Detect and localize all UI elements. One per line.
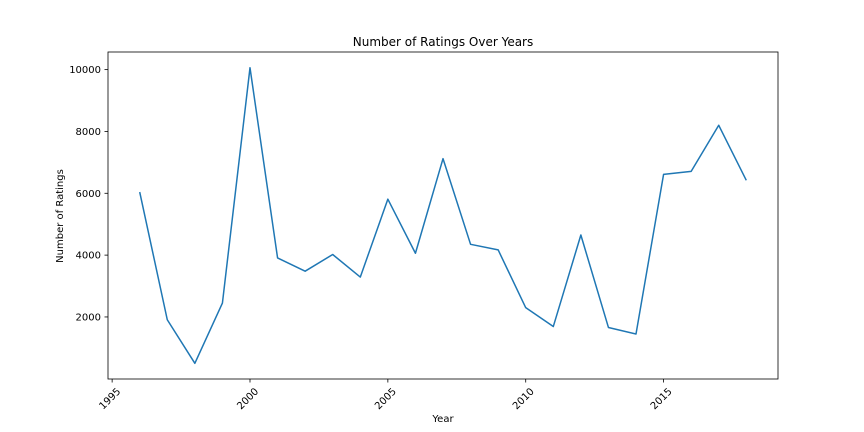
y-tick-label: 6000 — [76, 189, 101, 200]
y-axis: 2000 4000 6000 8000 10000 — [69, 65, 108, 323]
y-axis-label: Number of Ratings — [55, 169, 66, 263]
x-tick-label: 2010 — [511, 386, 537, 412]
y-tick-label: 8000 — [76, 127, 101, 138]
x-tick-label: 1995 — [97, 386, 123, 412]
x-tick-label: 2015 — [649, 386, 675, 412]
y-tick-label: 10000 — [69, 65, 101, 76]
y-tick-label: 2000 — [76, 312, 101, 323]
x-axis-label: Year — [431, 414, 454, 425]
y-tick-label: 4000 — [76, 251, 101, 262]
x-tick-label: 2000 — [235, 386, 261, 412]
series-line — [138, 67, 747, 365]
plot-area — [107, 51, 779, 380]
chart-title: Number of Ratings Over Years — [353, 35, 534, 49]
x-tick-label: 2005 — [373, 386, 399, 412]
series-layer — [138, 67, 747, 365]
x-axis: 1995 2000 2005 2010 2015 — [97, 379, 675, 412]
